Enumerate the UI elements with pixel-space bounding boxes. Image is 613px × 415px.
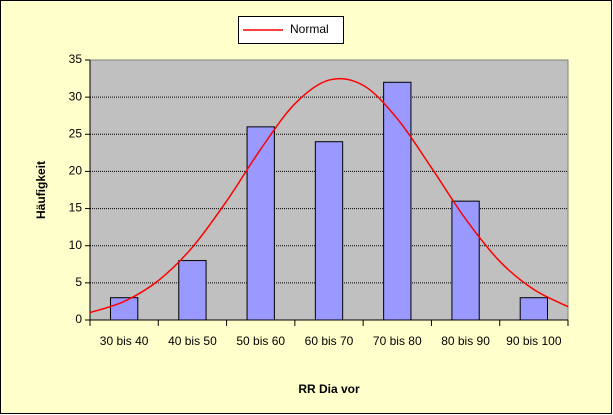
y-tick-label: 25 [69,126,83,140]
y-tick-label: 30 [69,89,83,103]
bar [383,81,412,321]
y-axis-title: Häufigkeit [34,161,48,219]
legend-label: Normal [290,22,329,36]
bar [178,260,207,321]
x-tick-label: 30 bis 40 [99,334,149,348]
y-tick-label: 20 [69,164,83,178]
x-tick-label: 90 bis 100 [506,334,562,348]
y-tick-label: 10 [69,238,83,252]
x-tick-label: 50 bis 60 [236,334,286,348]
x-tick-label: 80 bis 90 [441,334,490,348]
x-tick-label: 40 bis 50 [168,334,217,348]
y-tick-label: 5 [75,275,82,289]
y-tick-label: 0 [75,312,82,326]
bar [519,297,549,321]
x-tick-label: 70 bis 80 [372,334,422,348]
bar [246,126,275,321]
x-axis-title: RR Dia vor [298,382,360,396]
y-tick-label: 35 [69,52,83,66]
bar [314,141,344,321]
y-tick-label: 15 [69,201,83,215]
normal-curve [89,77,569,314]
bar [451,200,480,321]
x-tick-label: 60 bis 70 [304,334,354,348]
